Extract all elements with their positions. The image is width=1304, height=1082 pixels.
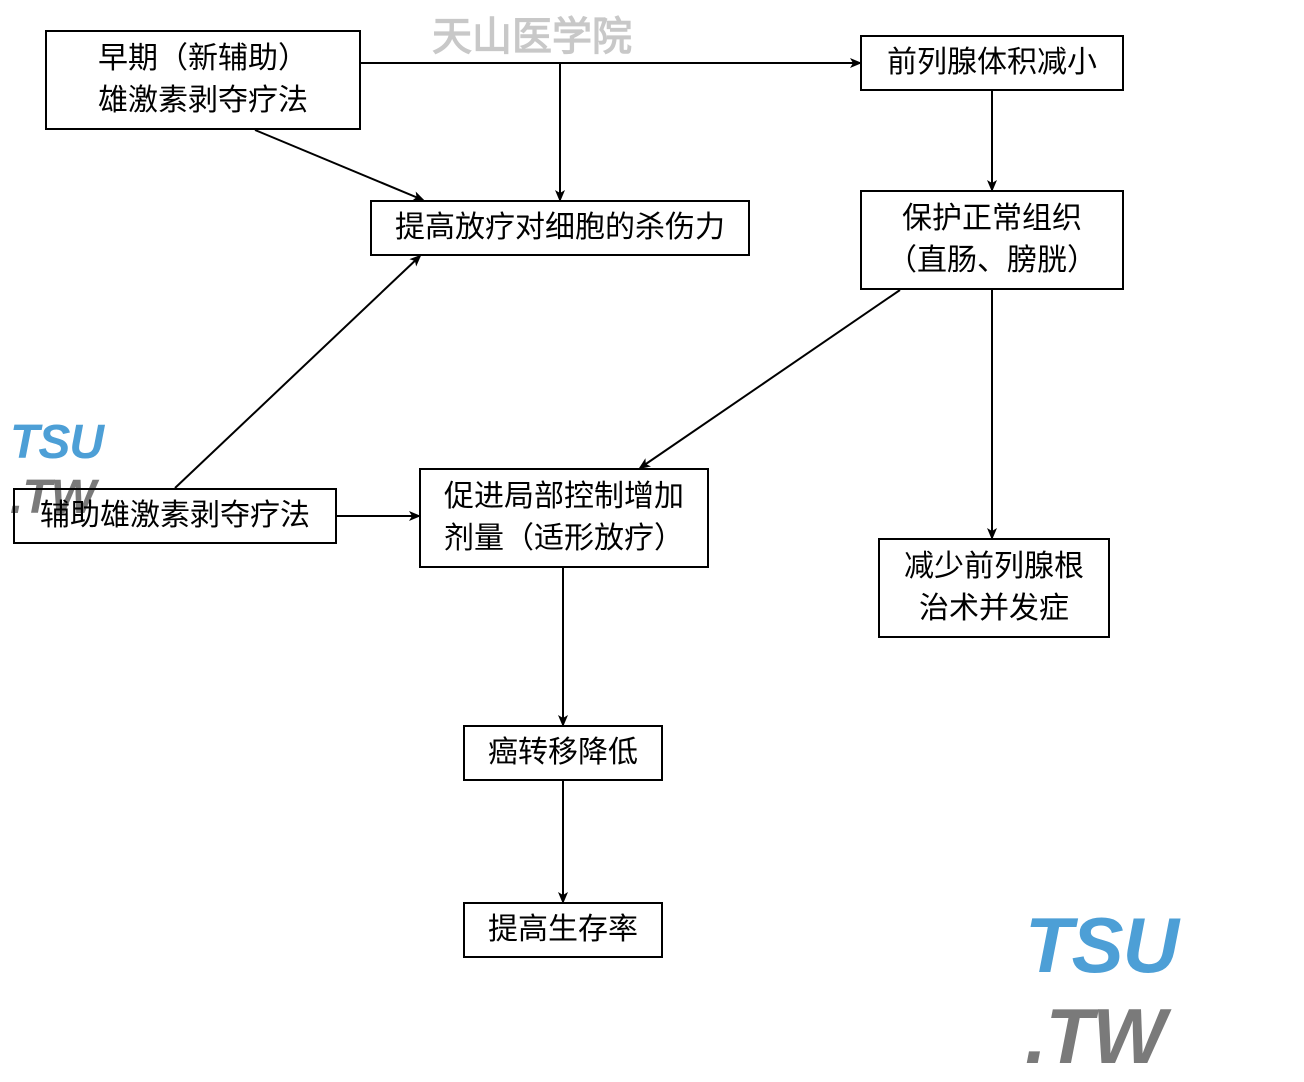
- watermark-top: 天山医学院: [432, 4, 632, 62]
- watermark-right: TSU .TW: [1025, 900, 1178, 1082]
- watermark-tsu-text: TSU: [1025, 900, 1178, 991]
- node-reduce-complications: 减少前列腺根 治术并发症: [878, 538, 1110, 638]
- node-local-control-dose: 促进局部控制增加 剂量（适形放疗）: [419, 468, 709, 568]
- node-reduce-metastasis: 癌转移降低: [463, 725, 663, 781]
- node-protect-normal-tissue: 保护正常组织 （直肠、膀胱）: [860, 190, 1124, 290]
- node-prostate-volume-reduction: 前列腺体积减小: [860, 35, 1124, 91]
- node-early-neoadjuvant-adt: 早期（新辅助） 雄激素剥夺疗法: [45, 30, 361, 130]
- node-enhance-radiotherapy-lethality: 提高放疗对细胞的杀伤力: [370, 200, 750, 256]
- watermark-tw-text: .TW: [1025, 992, 1165, 1080]
- node-adjuvant-adt: 辅助雄激素剥夺疗法: [13, 488, 337, 544]
- watermark-tsu-text: TSU: [10, 415, 103, 470]
- node-improve-survival: 提高生存率: [463, 902, 663, 958]
